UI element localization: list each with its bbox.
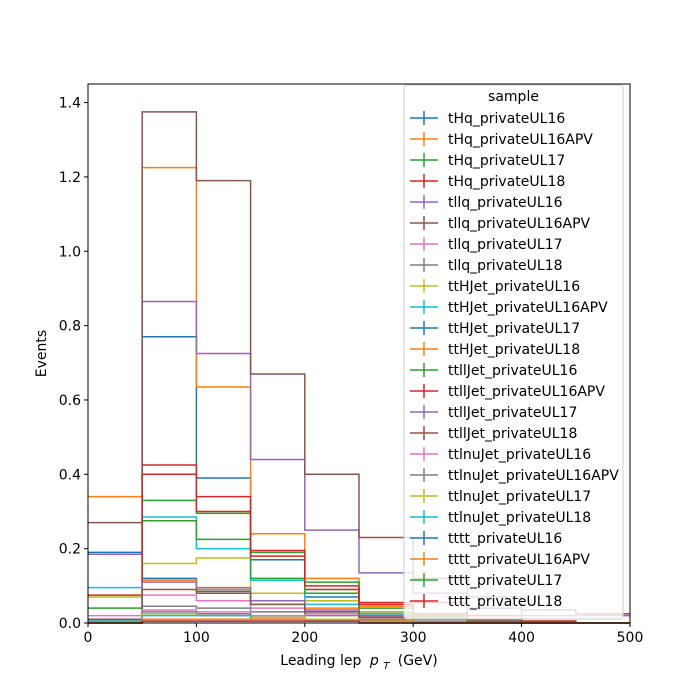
legend-item: ttlnuJet_privateUL17 (410, 489, 591, 505)
legend-item: tttt_privateUL16APV (410, 552, 590, 568)
legend-item: ttllJet_privateUL18 (410, 426, 577, 442)
legend-item: tttt_privateUL18 (410, 594, 562, 610)
legend-item: ttHJet_privateUL16 (410, 279, 580, 295)
legend-label: tllq_privateUL18 (448, 258, 563, 274)
legend-item: ttlnuJet_privateUL16APV (410, 468, 619, 484)
legend-item: ttlnuJet_privateUL16 (410, 447, 591, 463)
legend-label: tttt_privateUL16 (448, 531, 562, 547)
x-tick-label: 100 (183, 630, 210, 646)
legend-label: tHq_privateUL18 (448, 174, 565, 190)
legend-item: ttlnuJet_privateUL18 (410, 510, 591, 526)
x-axis-label-text: Leading lep (280, 653, 361, 669)
legend-item: tHq_privateUL18 (410, 174, 565, 190)
legend-label: tHq_privateUL16APV (448, 132, 593, 148)
x-tick-label: 300 (400, 630, 427, 646)
legend-item: ttHJet_privateUL18 (410, 342, 580, 358)
legend-label: tttt_privateUL16APV (448, 552, 590, 568)
legend-label: tttt_privateUL18 (448, 594, 562, 610)
y-tick-label: 0.8 (59, 319, 81, 335)
x-axis-label-unit: (GeV) (398, 653, 438, 669)
legend-label: ttHJet_privateUL16 (448, 279, 580, 295)
legend-item: ttllJet_privateUL16 (410, 363, 577, 379)
y-tick-label: 1.4 (59, 96, 81, 112)
x-tick-label: 400 (508, 630, 535, 646)
legend-item: tHq_privateUL16APV (410, 132, 593, 148)
legend-item: ttllJet_privateUL16APV (410, 384, 605, 400)
legend-item: ttHJet_privateUL16APV (410, 300, 608, 316)
legend-label: tHq_privateUL16 (448, 111, 565, 127)
legend-item: tllq_privateUL17 (410, 237, 563, 253)
y-tick-label: 0.0 (59, 616, 81, 632)
legend-label: ttlnuJet_privateUL16APV (448, 468, 619, 484)
legend-label: ttlnuJet_privateUL18 (448, 510, 591, 526)
legend-label: ttllJet_privateUL18 (448, 426, 577, 442)
x-axis-label-math: p (369, 653, 379, 669)
legend-item: ttHJet_privateUL17 (410, 321, 580, 337)
legend-title: sample (488, 89, 539, 105)
legend-label: ttHJet_privateUL18 (448, 342, 580, 358)
x-axis-ticks: 0 100 200 300 400 500 (84, 623, 644, 646)
legend-label: tllq_privateUL16 (448, 195, 563, 211)
legend-label: ttHJet_privateUL16APV (448, 300, 608, 316)
legend-item: tllq_privateUL16APV (410, 216, 591, 232)
legend-label: tHq_privateUL17 (448, 153, 565, 169)
legend-label: ttHJet_privateUL17 (448, 321, 580, 337)
legend-item: tttt_privateUL17 (410, 573, 562, 589)
legend-label: ttlnuJet_privateUL16 (448, 447, 591, 463)
y-tick-label: 0.6 (59, 393, 81, 409)
x-tick-label: 0 (84, 630, 93, 646)
y-tick-label: 1.2 (59, 170, 81, 186)
legend-item: tHq_privateUL16 (410, 111, 565, 127)
legend-label: tllq_privateUL16APV (448, 216, 591, 232)
x-axis-label: Leading lep p T (GeV) (280, 653, 437, 673)
series-line-ttllJet_privateUL18 (88, 588, 630, 624)
legend-label: tllq_privateUL17 (448, 237, 563, 253)
x-tick-label: 500 (617, 630, 644, 646)
axes-frame (87, 83, 631, 624)
legend-label: ttllJet_privateUL16 (448, 363, 577, 379)
legend-label: tttt_privateUL17 (448, 573, 562, 589)
legend-item: tttt_privateUL16 (410, 531, 562, 547)
legend-item: tllq_privateUL18 (410, 258, 563, 274)
legend-box (403, 84, 624, 620)
legend-label: ttlnuJet_privateUL17 (448, 489, 591, 505)
legend-item: tllq_privateUL16 (410, 195, 563, 211)
legend: sample tHq_privateUL16 tHq_privateUL16APV… (403, 84, 624, 620)
legend-label: ttllJet_privateUL17 (448, 405, 577, 421)
y-tick-label: 0.4 (59, 467, 81, 483)
legend-label: ttllJet_privateUL16APV (448, 384, 605, 400)
y-axis-label: Events (34, 330, 50, 377)
legend-items: tHq_privateUL16 tHq_privateUL16APV tHq_pri… (410, 111, 619, 610)
legend-item: ttllJet_privateUL17 (410, 405, 577, 421)
legend-item: tHq_privateUL17 (410, 153, 565, 169)
x-axis-label-math-sub: T (383, 661, 390, 672)
y-axis-ticks: 0.0 0.2 0.4 0.6 0.8 1.0 1.2 1.4 (59, 96, 88, 632)
x-tick-label: 200 (291, 630, 318, 646)
y-tick-label: 1.0 (59, 244, 81, 260)
y-tick-label: 0.2 (59, 542, 81, 558)
